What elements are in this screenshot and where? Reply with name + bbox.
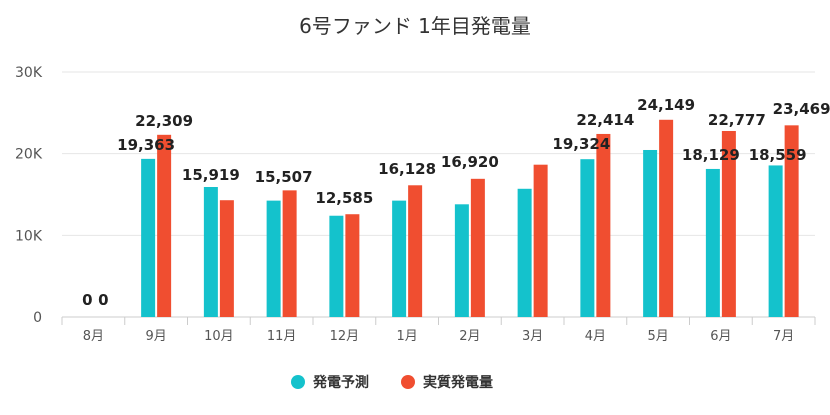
x-tick-label: 9月	[145, 329, 166, 344]
legend-marker	[291, 375, 305, 389]
data-label: 15,507	[255, 168, 313, 186]
data-label: 16,920	[441, 153, 499, 171]
data-label: 0	[98, 291, 108, 309]
x-tick-label: 5月	[647, 329, 668, 344]
data-label: 18,559	[749, 146, 807, 164]
data-label: 15,919	[182, 166, 240, 184]
bar-forecast	[329, 215, 344, 317]
x-axis: 8月 9月 10月 11月 12月 1月 2月 3月 4月 5月 6月 7月	[61, 317, 816, 344]
data-label: 22,309	[135, 112, 193, 130]
bar-actual	[345, 214, 360, 317]
x-tick-label: 8月	[83, 329, 104, 344]
bar-actual	[157, 134, 172, 317]
y-tick-label: 20K	[15, 147, 43, 163]
bar-forecast	[517, 188, 532, 317]
bar-forecast	[141, 158, 156, 317]
bar-actual	[470, 178, 485, 317]
data-label: 19,363	[117, 136, 175, 154]
bar-actual	[408, 185, 423, 317]
data-label: 19,324	[552, 135, 610, 153]
x-tick-label: 12月	[330, 329, 360, 344]
data-label: 24,149	[637, 96, 695, 114]
x-tick-label: 3月	[522, 329, 543, 344]
legend-label: 発電予測	[312, 374, 369, 391]
bar-forecast	[203, 186, 218, 317]
bar-forecast	[643, 149, 658, 317]
bar-actual	[659, 119, 674, 317]
bar-forecast	[392, 200, 407, 317]
bar-actual	[784, 125, 799, 317]
bar-actual	[282, 190, 297, 317]
y-tick-label: 30K	[15, 65, 43, 81]
x-tick-label: 7月	[773, 329, 794, 344]
bar-actual	[533, 164, 548, 317]
legend[interactable]: 発電予測 実質発電量	[291, 374, 493, 391]
legend-label: 実質発電量	[423, 374, 493, 391]
bar-forecast	[454, 204, 469, 317]
data-label: 22,414	[576, 111, 634, 129]
data-label: 16,128	[378, 160, 436, 178]
bars	[141, 119, 799, 317]
data-label: 0	[82, 291, 92, 309]
bar-forecast	[266, 200, 281, 317]
x-tick-label: 2月	[459, 329, 480, 344]
bar-actual	[721, 130, 736, 317]
y-tick-label: 10K	[15, 228, 43, 244]
gridlines	[62, 71, 815, 318]
legend-item-forecast[interactable]: 発電予測	[291, 374, 369, 391]
y-axis: 0 10K 20K 30K	[15, 65, 43, 326]
bar-actual	[219, 200, 234, 317]
x-tick-label: 6月	[710, 329, 731, 344]
bar-actual	[596, 133, 611, 317]
legend-marker	[401, 375, 415, 389]
x-tick-label: 11月	[267, 329, 297, 344]
data-label: 18,129	[682, 146, 740, 164]
bar-forecast	[768, 165, 783, 317]
data-label: 22,777	[708, 111, 766, 129]
x-tick-label: 10月	[204, 329, 234, 344]
x-tick-label: 4月	[585, 329, 606, 344]
data-label: 12,585	[315, 189, 373, 207]
legend-item-actual[interactable]: 実質発電量	[401, 374, 493, 391]
chart-title: 6号ファンド 1年目発電量	[299, 14, 531, 38]
bar-forecast	[580, 159, 595, 317]
x-tick-label: 1月	[396, 329, 417, 344]
bar-forecast	[705, 168, 720, 317]
data-label: 23,469	[773, 100, 830, 118]
y-tick-label: 0	[33, 310, 42, 326]
